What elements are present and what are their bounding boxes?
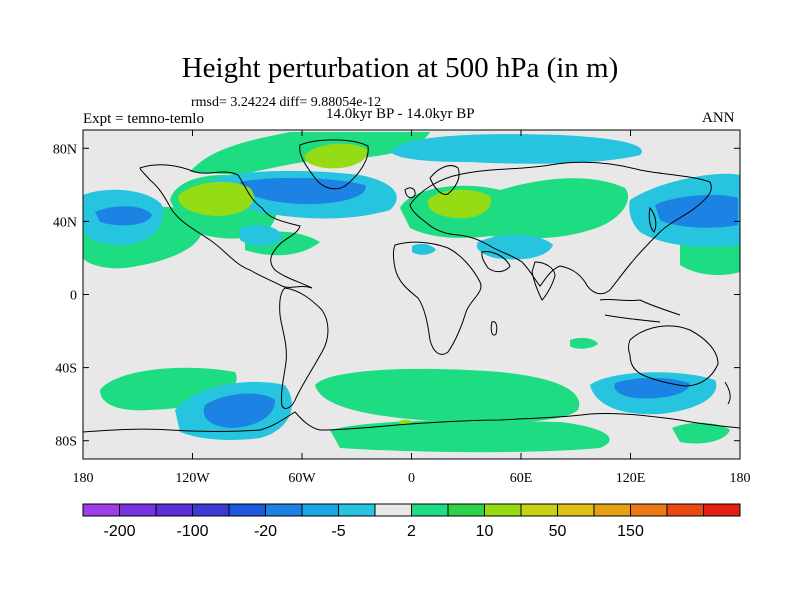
experiment-label: Expt = temno-temlo bbox=[83, 111, 204, 127]
colorbar-swatch bbox=[557, 503, 595, 517]
colorbar-label: -5 bbox=[331, 523, 345, 540]
coast-india bbox=[531, 261, 556, 301]
colorbar-swatch bbox=[411, 503, 449, 517]
contour-band-ross-sea bbox=[672, 422, 730, 444]
coast-indonesia bbox=[599, 298, 681, 323]
contour-band-arctic-siberia-low bbox=[390, 134, 642, 164]
colorbar-swatch bbox=[703, 503, 741, 517]
colorbar-swatch bbox=[155, 503, 193, 517]
contour-band-greenland-high bbox=[304, 143, 368, 169]
tick-labels: 180 120W 60W 0 60E 120E 180 80N 40N 0 40S 80S bbox=[53, 142, 751, 486]
colorbar-swatch bbox=[82, 503, 120, 517]
colorbar-swatch bbox=[447, 503, 485, 517]
contour-band-southern-pacific-core bbox=[203, 393, 276, 428]
contour-band-east-pacific-low-lat bbox=[680, 241, 740, 276]
colorbar-swatch bbox=[338, 503, 376, 517]
colorbar-swatch bbox=[520, 503, 558, 517]
coastlines bbox=[83, 139, 740, 433]
coast-arabia bbox=[481, 251, 511, 273]
contour-band-south-atlantic-indian bbox=[315, 368, 580, 423]
x-tick-label: 0 bbox=[408, 471, 415, 486]
plot-axes: 180 120W 60W 0 60E 120E 180 80N 40N 0 40S 80S bbox=[53, 129, 751, 486]
contour-band-north-america-high bbox=[178, 181, 254, 216]
contour-band-west-pacific-core bbox=[655, 194, 738, 228]
colorbar-swatch bbox=[666, 503, 704, 517]
colorbar-label: -200 bbox=[103, 523, 135, 540]
x-tick-label: 120E bbox=[616, 471, 646, 486]
colorbar-swatch bbox=[192, 503, 230, 517]
coast-scandinavia bbox=[429, 165, 460, 195]
x-tick-label: 180 bbox=[73, 471, 94, 486]
coast-madagascar bbox=[490, 321, 498, 336]
contour-band-arctic-canada-core bbox=[240, 177, 366, 205]
coast-africa bbox=[393, 241, 482, 355]
y-tick-label: 80N bbox=[53, 142, 77, 157]
contour-band-antarctic-high bbox=[398, 419, 412, 425]
colorbar-label: -100 bbox=[176, 523, 208, 540]
colorbar-swatch bbox=[484, 503, 522, 517]
contour-layer bbox=[83, 132, 740, 453]
colorbar-swatch bbox=[374, 503, 412, 517]
coast-eurasia bbox=[409, 161, 712, 295]
coast-british-isles bbox=[404, 187, 416, 199]
x-tick-label: 60E bbox=[510, 471, 533, 486]
contour-band-southern-indian-core bbox=[614, 377, 690, 399]
contour-band-north-pacific-core bbox=[95, 206, 152, 226]
contour-band-africa-east bbox=[570, 337, 598, 349]
colorbar-swatch bbox=[265, 503, 303, 517]
colorbar-swatch bbox=[119, 503, 157, 517]
colorbar-label: 2 bbox=[407, 523, 416, 540]
contour-band-antarctic-coast bbox=[330, 420, 610, 453]
coast-greenland bbox=[299, 139, 369, 190]
contour-band-europe-high bbox=[427, 189, 491, 219]
y-tick-label: 80S bbox=[55, 435, 77, 450]
colorbar-swatch bbox=[630, 503, 668, 517]
colorbar-swatch bbox=[301, 503, 339, 517]
colorbar-label: 150 bbox=[617, 523, 644, 540]
x-tick-label: 180 bbox=[730, 471, 751, 486]
contour-band-atlantic-low bbox=[240, 225, 283, 246]
season-label: ANN bbox=[702, 110, 735, 126]
y-tick-label: 0 bbox=[70, 289, 77, 304]
period-label: 14.0kyr BP - 14.0kyr BP bbox=[326, 106, 475, 122]
y-tick-label: 40S bbox=[55, 362, 77, 377]
colorbar-swatch bbox=[593, 503, 631, 517]
coast-australia bbox=[628, 325, 719, 387]
coast-south-america bbox=[279, 287, 329, 409]
coast-new-zealand bbox=[724, 381, 731, 405]
tick-marks bbox=[82, 130, 741, 459]
colorbar-swatch bbox=[228, 503, 266, 517]
contour-band-tropical-low bbox=[412, 243, 436, 255]
colorbar: -200 -100 -20 -5 2 10 50 150 bbox=[82, 503, 741, 540]
rmsd-diff-stats: rmsd= 3.24224 diff= 9.88054e-12 bbox=[191, 95, 382, 110]
coast-north-america bbox=[139, 164, 313, 289]
colorbar-label: -20 bbox=[254, 523, 277, 540]
colorbar-label: 10 bbox=[476, 523, 494, 540]
x-tick-label: 60W bbox=[288, 471, 316, 486]
coast-japan bbox=[648, 206, 657, 233]
coast-antarctica bbox=[83, 411, 740, 433]
colorbar-label: 50 bbox=[549, 523, 567, 540]
y-tick-label: 40N bbox=[53, 215, 77, 230]
chart-title: Height perturbation at 500 hPa (in m) bbox=[181, 52, 619, 84]
x-tick-label: 120W bbox=[175, 471, 210, 486]
